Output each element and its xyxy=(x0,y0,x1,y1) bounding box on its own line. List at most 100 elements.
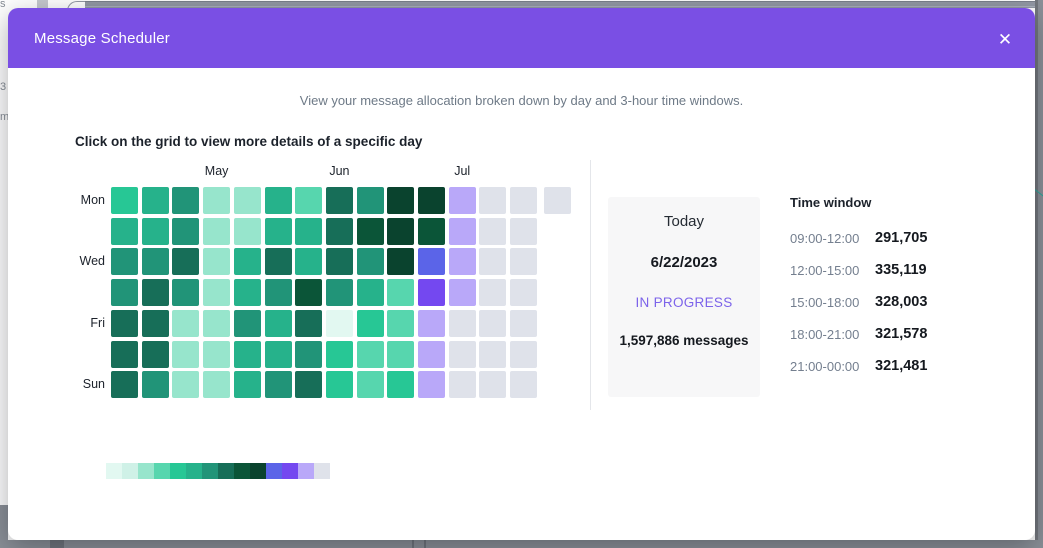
heatmap-cell[interactable] xyxy=(111,309,138,337)
heatmap-cell[interactable] xyxy=(295,309,323,337)
heatmap-cell[interactable] xyxy=(448,187,476,214)
heatmap-cell[interactable] xyxy=(356,309,384,337)
heatmap-cell[interactable] xyxy=(141,340,169,368)
heatmap-cell[interactable] xyxy=(356,340,384,368)
heatmap-cell[interactable] xyxy=(325,187,353,214)
heatmap-cell[interactable] xyxy=(510,248,538,276)
heatmap-cell[interactable] xyxy=(479,187,507,214)
heatmap-cell[interactable] xyxy=(479,340,507,368)
heatmap-cell[interactable] xyxy=(233,279,261,307)
heatmap-cell[interactable] xyxy=(203,248,231,276)
heatmap-cell[interactable] xyxy=(387,279,415,307)
heatmap-cell[interactable] xyxy=(233,248,261,276)
heatmap-cell[interactable] xyxy=(264,187,292,214)
heatmap-cell[interactable] xyxy=(264,279,292,307)
heatmap-cell[interactable] xyxy=(543,187,571,214)
heatmap-cell[interactable] xyxy=(479,248,507,276)
heatmap-cell[interactable] xyxy=(172,279,200,307)
heatmap-cell[interactable] xyxy=(141,187,169,214)
heatmap-cell[interactable] xyxy=(325,217,353,245)
heatmap-cell[interactable] xyxy=(325,371,353,399)
heatmap-cell[interactable] xyxy=(356,217,384,245)
heatmap-cell[interactable] xyxy=(479,217,507,245)
heatmap-cell[interactable] xyxy=(203,309,231,337)
heatmap-cell[interactable] xyxy=(325,279,353,307)
heatmap-cell[interactable] xyxy=(510,371,538,399)
heatmap-cell[interactable] xyxy=(295,371,323,399)
heatmap-cell[interactable] xyxy=(510,309,538,337)
heatmap-cell[interactable] xyxy=(264,309,292,337)
heatmap-cell[interactable] xyxy=(111,187,138,214)
heatmap-cell[interactable] xyxy=(448,279,476,307)
heatmap-cell[interactable] xyxy=(387,217,415,245)
heatmap-cell[interactable] xyxy=(418,309,445,337)
heatmap-cell[interactable] xyxy=(295,217,323,245)
heatmap-cell[interactable] xyxy=(387,248,415,276)
heatmap-cell[interactable] xyxy=(510,217,538,245)
heatmap-cell[interactable] xyxy=(111,279,138,307)
heatmap-cell[interactable] xyxy=(325,309,353,337)
heatmap-cell[interactable] xyxy=(448,371,476,399)
heatmap-cell[interactable] xyxy=(203,217,231,245)
heatmap-cell[interactable] xyxy=(203,371,231,399)
heatmap-cell[interactable] xyxy=(172,217,200,245)
heatmap-cell[interactable] xyxy=(510,279,538,307)
heatmap-cell[interactable] xyxy=(172,187,200,214)
heatmap-cell[interactable] xyxy=(141,248,169,276)
heatmap-cell[interactable] xyxy=(387,371,415,399)
heatmap-cell[interactable] xyxy=(233,309,261,337)
heatmap-cell[interactable] xyxy=(295,340,323,368)
close-icon[interactable]: ✕ xyxy=(991,26,1019,54)
heatmap-cell[interactable] xyxy=(295,248,323,276)
heatmap-cell[interactable] xyxy=(233,187,261,214)
heatmap-cell[interactable] xyxy=(203,279,231,307)
heatmap-cell[interactable] xyxy=(172,340,200,368)
heatmap-cell[interactable] xyxy=(479,309,507,337)
heatmap-cell[interactable] xyxy=(141,309,169,337)
heatmap-cell[interactable] xyxy=(233,217,261,245)
heatmap-cell[interactable] xyxy=(295,187,323,214)
heatmap-cell[interactable] xyxy=(448,309,476,337)
heatmap-cell[interactable] xyxy=(479,279,507,307)
heatmap-cell[interactable] xyxy=(418,248,445,276)
heatmap-cell[interactable] xyxy=(295,279,323,307)
heatmap-cell[interactable] xyxy=(418,340,445,368)
heatmap-cell[interactable] xyxy=(448,340,476,368)
heatmap-cell[interactable] xyxy=(233,340,261,368)
heatmap-cell[interactable] xyxy=(264,371,292,399)
heatmap-cell[interactable] xyxy=(233,371,261,399)
heatmap-cell[interactable] xyxy=(387,340,415,368)
heatmap-cell[interactable] xyxy=(510,340,538,368)
heatmap-cell[interactable] xyxy=(264,248,292,276)
heatmap-cell[interactable] xyxy=(418,187,445,214)
heatmap-cell[interactable] xyxy=(264,217,292,245)
heatmap-cell[interactable] xyxy=(172,309,200,337)
heatmap-cell[interactable] xyxy=(172,248,200,276)
heatmap-cell[interactable] xyxy=(141,217,169,245)
heatmap-cell[interactable] xyxy=(387,187,415,214)
heatmap-cell[interactable] xyxy=(141,371,169,399)
heatmap-cell[interactable] xyxy=(418,371,445,399)
heatmap-cell[interactable] xyxy=(510,187,538,214)
heatmap-cell[interactable] xyxy=(111,248,138,276)
heatmap-cell[interactable] xyxy=(387,309,415,337)
heatmap-cell[interactable] xyxy=(448,248,476,276)
heatmap-cell[interactable] xyxy=(203,187,231,214)
heatmap-cell[interactable] xyxy=(111,371,138,399)
heatmap-cell[interactable] xyxy=(111,217,138,245)
heatmap-cell[interactable] xyxy=(141,279,169,307)
heatmap-cell[interactable] xyxy=(172,371,200,399)
heatmap-cell[interactable] xyxy=(325,248,353,276)
heatmap-cell[interactable] xyxy=(356,248,384,276)
heatmap-cell[interactable] xyxy=(356,279,384,307)
heatmap-cell[interactable] xyxy=(479,371,507,399)
heatmap-cell[interactable] xyxy=(418,217,445,245)
heatmap-cell[interactable] xyxy=(418,279,445,307)
heatmap-cell[interactable] xyxy=(356,187,384,214)
heatmap-cell[interactable] xyxy=(325,340,353,368)
heatmap-cell[interactable] xyxy=(356,371,384,399)
heatmap-cell[interactable] xyxy=(203,340,231,368)
heatmap-cell[interactable] xyxy=(111,340,138,368)
heatmap-cell[interactable] xyxy=(264,340,292,368)
heatmap-cell[interactable] xyxy=(448,217,476,245)
